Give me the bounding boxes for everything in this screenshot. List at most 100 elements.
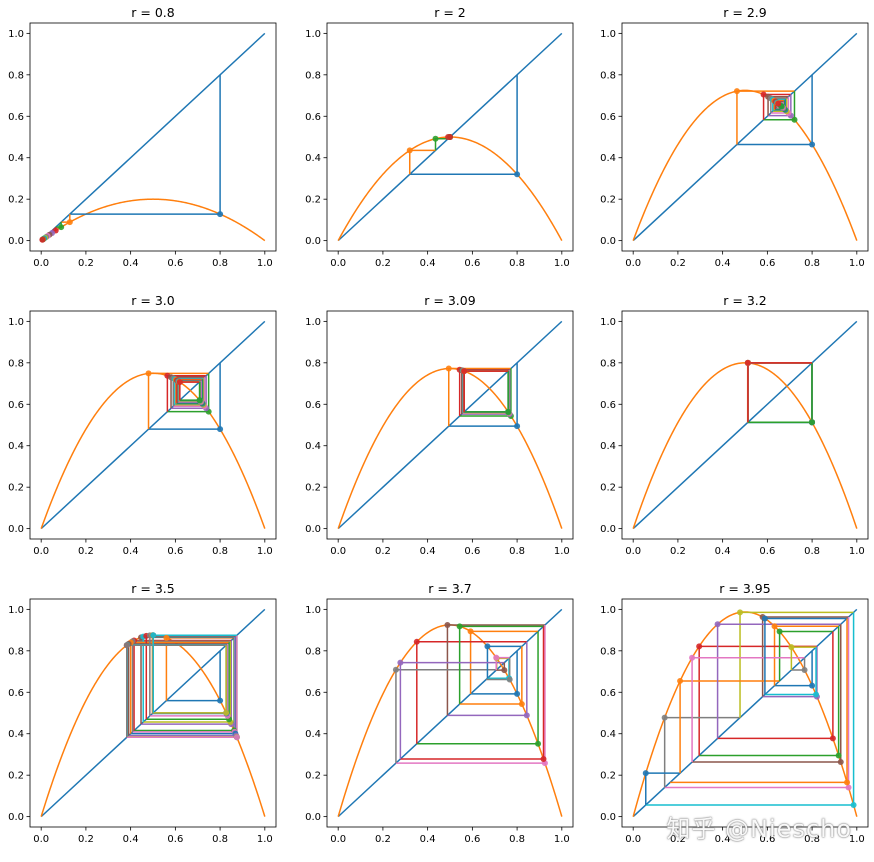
x-tick-label: 0.2 [375,546,391,557]
x-tick-label: 0.6 [167,258,183,269]
iteration-point [835,752,842,759]
y-tick-label: 1.0 [8,605,24,616]
iteration-point [518,701,525,708]
axes-frame [326,310,574,540]
plot-area [39,32,266,243]
x-tick-label: 0.4 [715,258,731,269]
x-tick-label: 0.6 [167,834,183,845]
axes-frame [29,22,277,252]
x-tick-label: 0.2 [375,258,391,269]
y-tick-label: 0.6 [600,400,616,411]
x-tick-label: 0.8 [212,546,228,557]
iteration-point [58,224,65,231]
x-tick-label: 0.4 [123,258,139,269]
x-tick-label: 1.0 [257,834,273,845]
y-tick-label: 0.8 [305,358,321,369]
iteration-point [661,714,668,721]
x-tick-label: 1.0 [554,546,570,557]
y-tick-label: 0.2 [8,195,24,206]
panel-title: r = 3.5 [131,581,174,596]
x-tick-label: 0.0 [33,834,49,845]
y-tick-label: 0.6 [305,400,321,411]
x-tick-label: 0.8 [509,834,525,845]
iteration-point [760,91,767,98]
x-tick-label: 0.4 [123,546,139,557]
x-tick-label: 0.0 [625,834,641,845]
logistic-curve [40,372,266,529]
x-tick-label: 0.2 [375,834,391,845]
y-tick-label: 0.8 [305,70,321,81]
x-tick-label: 1.0 [849,258,865,269]
iteration-point [456,623,463,630]
iteration-point [150,632,157,639]
watermark-text: 知乎 @Niescho [666,815,852,843]
iteration-point [809,682,816,689]
y-tick-label: 0.2 [600,483,616,494]
y-tick-label: 0.8 [305,646,321,657]
iteration-point [776,628,783,635]
iteration-point [737,609,744,616]
panel-7: r = 3.5 0.0 0.2 0.4 0.6 0.8 1.0 0.0 0.2 0.4 0.6 0.8… [8,581,277,845]
plot-area [337,608,563,818]
iteration-point [501,667,508,674]
plot-area [40,608,266,818]
x-tick-label: 1.0 [554,258,570,269]
iteration-point [223,709,230,716]
iteration-point [845,784,852,791]
iteration-point [163,634,170,641]
iteration-point [413,638,420,645]
iteration-point [523,712,530,719]
y-tick-label: 1.0 [8,317,24,328]
x-tick-label: 1.0 [554,834,570,845]
y-tick-label: 0.0 [600,236,616,247]
y-tick-label: 0.0 [305,236,321,247]
x-tick-label: 0.4 [420,834,436,845]
iteration-point [447,134,453,140]
x-tick-label: 1.0 [257,546,273,557]
x-tick-label: 0.6 [464,834,480,845]
iteration-point [791,116,798,123]
iteration-point [733,88,740,95]
iteration-point [217,426,224,433]
iteration-point [217,211,224,218]
logistic-curve [337,367,563,529]
y-tick-label: 0.0 [8,812,24,823]
y-tick-label: 0.0 [305,812,321,823]
panel-title: r = 3.0 [131,293,174,308]
y-tick-label: 0.6 [600,688,616,699]
iteration-point [506,676,513,683]
x-tick-label: 0.8 [509,258,525,269]
x-tick-label: 0.0 [625,258,641,269]
iteration-point [484,643,491,650]
x-tick-label: 0.6 [167,546,183,557]
y-tick-label: 0.6 [305,688,321,699]
y-tick-label: 0.0 [600,524,616,535]
y-tick-label: 1.0 [305,317,321,328]
diagonal-line [337,320,563,530]
panel-4: r = 3.0 0.0 0.2 0.4 0.6 0.8 1.0 0.0 0.2 0.4 0.6 0.8… [8,293,277,557]
axes-frame [326,598,574,828]
plot-area [632,608,858,818]
panel-6: r = 3.2 0.0 0.2 0.4 0.6 0.8 1.0 0.0 0.2 0.4 0.6 0.8… [600,293,869,557]
iteration-point [505,408,512,415]
x-tick-label: 0.4 [420,546,436,557]
x-tick-label: 0.0 [330,546,346,557]
x-tick-label: 0.8 [212,834,228,845]
y-tick-label: 0.4 [600,441,616,452]
x-tick-label: 0.6 [759,834,775,845]
y-tick-label: 0.4 [8,441,24,452]
iteration-point [66,219,73,226]
iteration-point [123,642,130,649]
iteration-point [696,643,703,650]
y-tick-label: 0.4 [600,729,616,740]
iteration-point [837,759,844,766]
iteration-point [801,667,808,674]
iteration-point [217,697,224,704]
iteration-point [829,735,836,742]
x-tick-label: 0.2 [670,834,686,845]
y-tick-label: 0.6 [8,688,24,699]
y-tick-label: 0.8 [8,70,24,81]
logistic-curve [337,136,563,241]
iteration-point [397,659,404,666]
y-tick-label: 1.0 [305,29,321,40]
